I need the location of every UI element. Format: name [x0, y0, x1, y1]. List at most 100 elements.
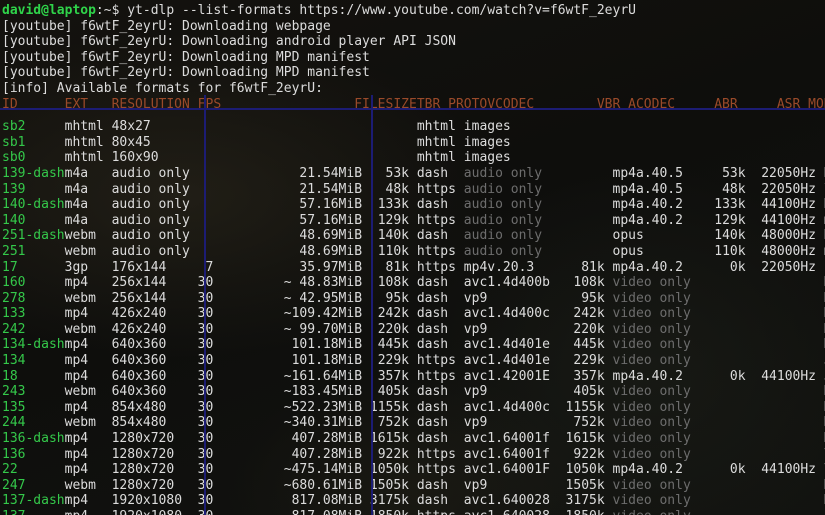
cell-abr-asr-more-info: 1080p, mp4_dash [706, 509, 825, 515]
cell-vbr [558, 135, 613, 150]
cell-acodec [613, 119, 707, 134]
cell-id: sb1 [2, 134, 65, 150]
cell-ext-res-fps-filesize-tbr-proto: mhtml 80x45 mhtml [64, 134, 464, 150]
table-row: 243 webm 640x360 30 ~183.45MiB 405k dash… [2, 384, 825, 400]
cell-vbr [558, 228, 613, 243]
cell-id: 247 [2, 477, 65, 493]
cell-id: sb0 [2, 150, 65, 166]
cell-vbr: 445k [557, 337, 613, 353]
cell-vbr [558, 166, 613, 181]
cell-vbr: 752k [557, 415, 613, 431]
cell-ext-res-fps-filesize-tbr-proto: mp4 1920x1080 30 817.08MiB 1850k https [65, 509, 464, 515]
table-row: 134-dashmp4 640x360 30 101.18MiB 445k da… [2, 337, 825, 353]
cell-vcodec: avc1.4d400c [463, 399, 558, 415]
table-row: 140-dashm4a audio only 57.16MiB 133k das… [2, 197, 825, 213]
cell-id: 251 [2, 243, 65, 259]
table-row: 140 m4a audio only 57.16MiB 129k https a… [2, 213, 825, 229]
table-row: 17 3gp 176x144 7 35.97MiB 81k https mp4v… [2, 260, 825, 276]
cell-id: sb2 [2, 119, 65, 135]
cell-ext-res-fps-filesize-tbr-proto: 3gp 176x144 7 35.97MiB 81k https [64, 259, 464, 275]
cell-vbr: 220k [557, 321, 613, 337]
cell-vbr: 108k [557, 275, 613, 291]
table-row: 137-dashmp4 1920x1080 30 817.08MiB 3175k… [2, 493, 825, 509]
table-row: 251-dashwebm audio only 48.69MiB 140k da… [2, 228, 825, 244]
cell-acodec: video only [612, 321, 707, 337]
cell-id: 136-dash [2, 431, 65, 447]
cell-ext-res-fps-filesize-tbr-proto: mp4 1280x720 30 407.28MiB 1615k dash [64, 431, 464, 447]
prompt-path: :~$ [95, 3, 120, 18]
cell-id: 140-dash [2, 197, 65, 213]
cell-ext-res-fps-filesize-tbr-proto: m4a audio only 57.16MiB 129k https [64, 212, 464, 228]
cell-acodec: video only [612, 337, 707, 353]
cell-abr-asr-more-info: DASH video, webm_dash [706, 384, 825, 399]
log-line: [youtube] f6wtF_2eyrU: Downloading MPD m… [2, 49, 370, 65]
cell-vbr [558, 244, 613, 259]
cell-abr-asr-more-info: 720p, mp4_dash [706, 447, 825, 462]
cell-id: 135 [2, 399, 65, 415]
cell-abr-asr-more-info: storyboard [706, 150, 825, 165]
cell-acodec: opus [612, 228, 707, 244]
cell-acodec [613, 135, 707, 150]
cell-id: 251-dash [2, 228, 65, 244]
table-row: 137 mp4 1920x1080 30 817.08MiB 1850k htt… [2, 509, 825, 515]
cell-abr-asr-more-info: storyboard [706, 119, 825, 134]
cell-abr-asr-more-info: 129k 44100Hz medium, m4a_dash [714, 212, 825, 228]
cell-id: 137 [2, 509, 65, 515]
cell-acodec: mp4a.40.5 [612, 165, 707, 181]
cell-vbr: 1155k [557, 399, 613, 415]
cell-ext-res-fps-filesize-tbr-proto: mhtml 48x27 mhtml [64, 119, 464, 135]
cell-abr-asr-more-info: DASH video, mp4_dash [706, 306, 825, 321]
cell-vcodec: mp4v.20.3 [463, 259, 558, 275]
cell-ext-res-fps-filesize-tbr-proto: mp4 640x360 30 101.18MiB 229k https [64, 353, 464, 369]
cell-vbr: 95k [557, 290, 613, 306]
cell-acodec: video only [612, 275, 707, 291]
table-row: 133 mp4 426x240 30 ~109.42MiB 242k dash … [2, 306, 825, 322]
cell-abr-asr-more-info: DASH video, mp4_dash [706, 337, 825, 352]
table-row: 134 mp4 640x360 30 101.18MiB 229k https … [2, 353, 825, 369]
cell-vbr: 1850k [558, 509, 613, 515]
cell-vbr [558, 119, 613, 134]
cell-vbr: 1505k [557, 477, 613, 493]
cell-vcodec: images [463, 119, 558, 135]
cell-vcodec: avc1.64001f [463, 446, 558, 462]
cell-vcodec: avc1.4d401e [463, 337, 558, 353]
cell-vcodec: audio only [463, 212, 558, 228]
cell-vcodec: avc1.640028 [464, 509, 558, 515]
cell-vcodec: images [463, 150, 558, 166]
table-header-row: ID EXT RESOLUTION FPS FILESIZETBR PROTOV… [2, 96, 825, 112]
command-line: david@laptop:~$ yt-dlp --list-formats ht… [2, 3, 825, 19]
header-gap [2, 112, 825, 119]
cell-vbr [558, 197, 613, 212]
log-output: [youtube] f6wtF_2eyrU: Downloading webpa… [2, 19, 825, 97]
cell-vcodec: vp9 [463, 290, 558, 306]
table-row: 136 mp4 1280x720 30 407.28MiB 922k https… [2, 447, 825, 463]
cell-acodec: video only [612, 290, 707, 306]
cell-vbr: 1050k [557, 462, 613, 478]
log-line: [youtube] f6wtF_2eyrU: Downloading webpa… [2, 18, 331, 34]
cell-acodec: video only [612, 477, 707, 493]
cell-vcodec: avc1.640028 [463, 493, 558, 509]
cell-vbr: 1615k [557, 431, 613, 447]
cell-vcodec: avc1.64001f [463, 431, 558, 447]
cell-abr-asr-more-info: 0k 44100Hz 720p [729, 462, 825, 478]
formats-table-body: sb2 mhtml 48x27 mhtml images storyboard s… [2, 119, 825, 515]
cell-abr-asr-more-info: 360p, mp4_dash [706, 353, 825, 368]
table-row: 244 webm 854x480 30 ~340.31MiB 752k dash… [2, 415, 825, 431]
cell-ext-res-fps-filesize-tbr-proto: webm audio only 48.69MiB 140k dash [64, 228, 464, 244]
cell-vcodec: vp9 [463, 321, 558, 337]
cell-ext-res-fps-filesize-tbr-proto: m4a audio only 21.54MiB 53k dash [64, 165, 464, 181]
cell-acodec: video only [613, 509, 707, 515]
cell-abr-asr-more-info: 140k 48000Hz DASH audio, webm_dash [714, 228, 825, 244]
cell-ext-res-fps-filesize-tbr-proto: webm 426x240 30 ~ 99.70MiB 220k dash [64, 321, 464, 337]
cell-abr-asr-more-info: 48k 22050Hz low, m4a_dash [722, 181, 825, 197]
cell-vbr [558, 213, 613, 228]
cell-vcodec: avc1.42001E [463, 368, 558, 384]
cell-abr-asr-more-info: 0k 44100Hz 360p [729, 368, 825, 384]
cell-acodec: mp4a.40.5 [612, 181, 707, 197]
cell-abr-asr-more-info: DASH video, mp4_dash [706, 493, 825, 508]
table-row: 160 mp4 256x144 30 ~ 48.83MiB 108k dash … [2, 275, 825, 291]
cell-vbr [558, 150, 613, 165]
cell-abr-asr-more-info: 53k 22050Hz DASH audio, m4a_dash [722, 165, 825, 181]
